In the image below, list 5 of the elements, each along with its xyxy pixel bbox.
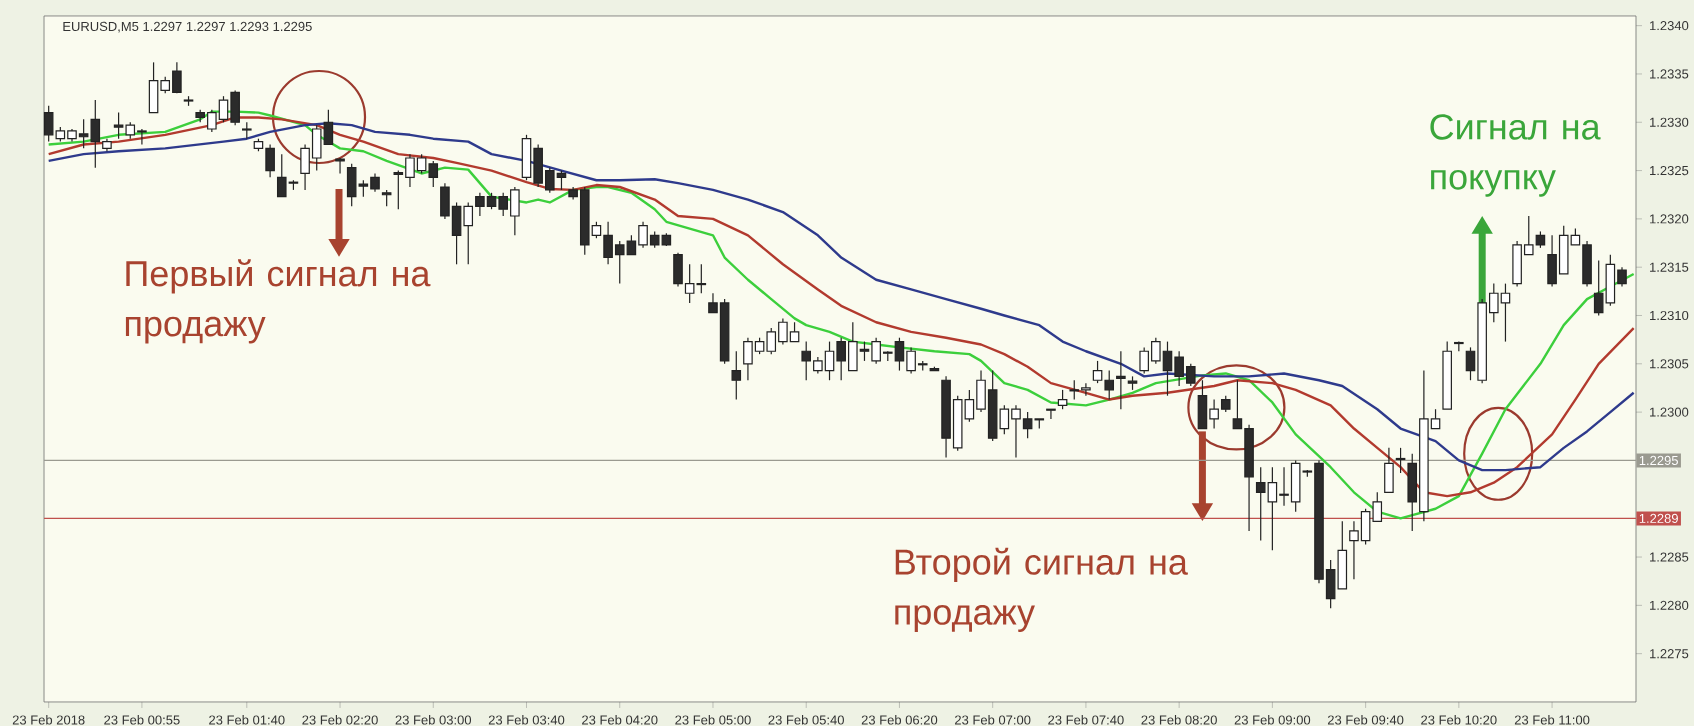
- annotation: Сигнал на покупку: [1430, 114, 1601, 197]
- annotation: Первый сигнал на продажу: [125, 259, 431, 344]
- candlestick: [1116, 350, 1126, 410]
- annotation: Второй сигнал на продажу: [895, 547, 1188, 632]
- candlestick: [731, 350, 742, 401]
